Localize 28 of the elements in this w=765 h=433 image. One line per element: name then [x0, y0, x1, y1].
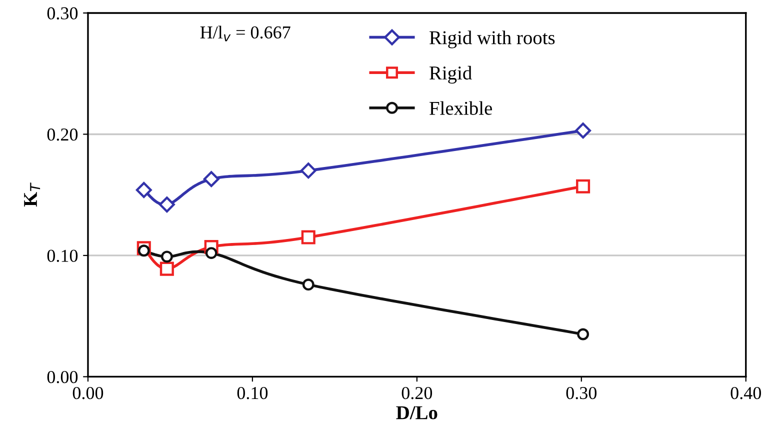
x-tick-label: 0.00	[72, 386, 104, 400]
point	[138, 244, 150, 257]
x-tick-label: 0.10	[237, 386, 268, 400]
y-axis-title: K$_{T}$	[24, 182, 40, 207]
legend-label: Rigid	[430, 66, 472, 84]
y-tick-label: 0.10	[47, 250, 78, 262]
point	[136, 182, 152, 198]
point	[203, 171, 220, 188]
y-tick-label: 0.30	[47, 7, 78, 20]
point	[575, 122, 592, 139]
point	[160, 262, 174, 276]
point	[160, 250, 173, 263]
point	[302, 278, 314, 291]
point	[205, 247, 218, 260]
x-tick-label: 0.20	[402, 386, 432, 400]
y-tick-label: 0.00	[47, 370, 78, 384]
point	[301, 230, 316, 244]
point	[158, 196, 175, 213]
x-axis-title: D/Lo	[396, 406, 438, 420]
annotation: H/l$_{v}$ = 0.667	[200, 26, 290, 42]
x-tick-label: 0.40	[730, 386, 761, 400]
point	[577, 328, 590, 340]
point	[300, 162, 316, 179]
legend-label: Flexible	[430, 101, 492, 115]
point	[576, 179, 590, 194]
y-tick-label: 0.20	[47, 128, 78, 141]
x-tick-label: 0.30	[566, 386, 597, 400]
legend-label: Rigid with roots	[430, 30, 555, 48]
